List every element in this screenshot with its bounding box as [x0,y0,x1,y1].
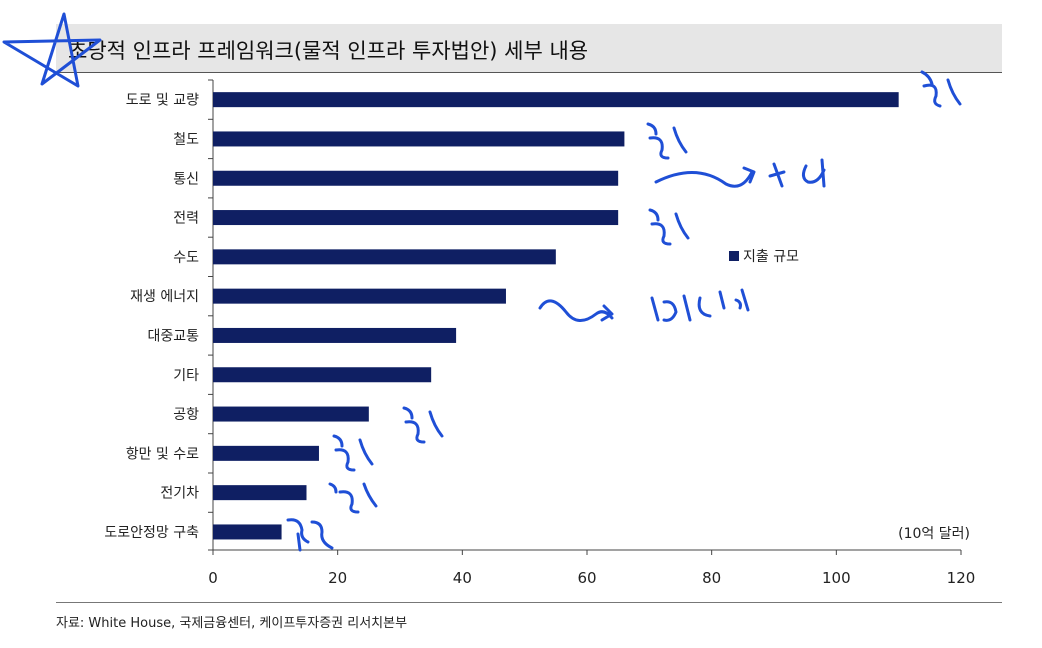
bar [213,170,619,186]
legend-swatch [729,251,739,261]
category-label: 수도 [173,250,199,266]
bar [213,445,319,461]
legend-label: 지출 규모 [743,249,799,265]
category-label: 전력 [173,211,199,227]
bar [213,210,619,226]
unit-label: (10억 달러) [898,526,970,542]
bar [213,485,307,501]
chart-title: 초당적 인프라 프레임워크(물적 인프라 투자법안) 세부 내용 [68,39,589,63]
category-label: 대중교통 [147,328,199,344]
x-tick-label: 80 [702,569,721,587]
category-label: 기타 [173,368,199,384]
category-label: 통신 [173,171,199,187]
bar [213,288,506,304]
title-bar: 초당적 인프라 프레임워크(물적 인프라 투자법안) 세부 내용 [56,24,1002,73]
category-label: 전기차 [160,486,199,502]
x-tick-label: 40 [453,569,472,587]
bar [213,131,625,147]
legend: 지출 규모 [729,246,799,266]
bar [213,92,899,108]
category-label: 항만 및 수로 [126,446,199,462]
bar [213,406,369,422]
x-tick-label: 120 [947,569,976,587]
bar [213,524,282,540]
category-label: 도로안정망 구축 [104,525,199,541]
x-tick-label: 100 [822,569,851,587]
x-tick-label: 20 [328,569,347,587]
bar [213,249,556,265]
category-label: 공항 [173,407,199,423]
x-tick-label: 0 [208,569,218,587]
bar [213,327,457,343]
category-label: 철도 [173,132,199,148]
source-note: 자료: White House, 국제금융센터, 케이프투자증권 리서치본부 [56,616,408,631]
bar [213,367,432,383]
category-label: 재생 에너지 [130,289,199,305]
category-label: 도로 및 교량 [126,93,199,109]
x-tick-label: 60 [577,569,596,587]
source-divider [56,602,1002,603]
